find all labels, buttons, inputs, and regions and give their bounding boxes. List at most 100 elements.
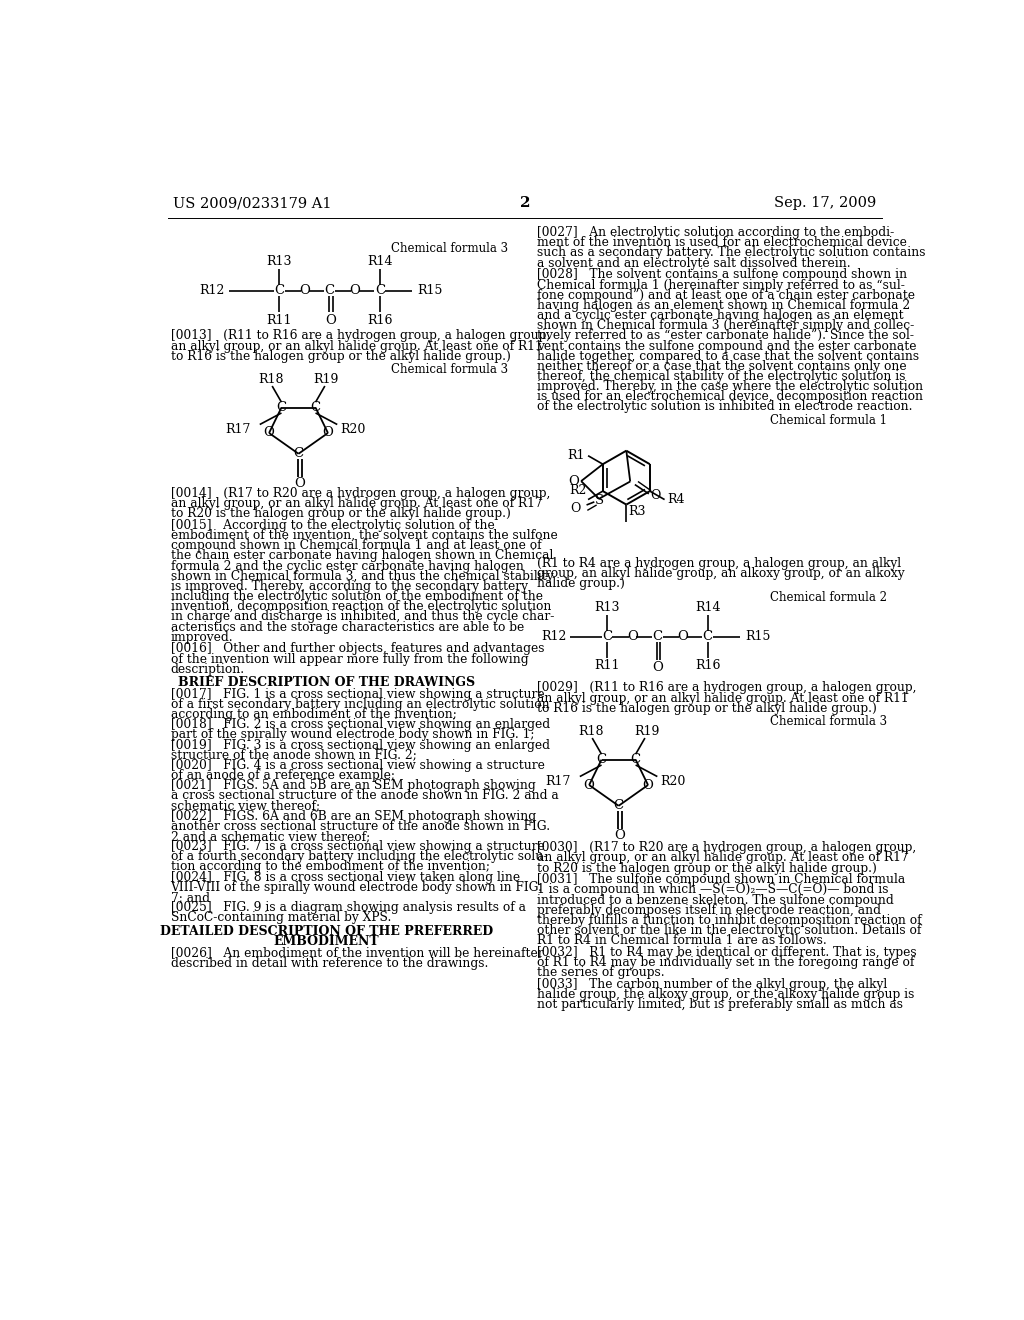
- Text: according to an embodiment of the invention;: according to an embodiment of the invent…: [171, 708, 457, 721]
- Text: US 2009/0233179 A1: US 2009/0233179 A1: [173, 197, 332, 210]
- Text: Chemical formula 3: Chemical formula 3: [390, 242, 508, 255]
- Text: Sep. 17, 2009: Sep. 17, 2009: [774, 197, 877, 210]
- Text: [0030]   (R17 to R20 are a hydrogen group, a halogen group,: [0030] (R17 to R20 are a hydrogen group,…: [538, 841, 916, 854]
- Text: neither thereof or a case that the solvent contains only one: neither thereof or a case that the solve…: [538, 360, 907, 372]
- Text: SnCoC-containing material by XPS.: SnCoC-containing material by XPS.: [171, 911, 391, 924]
- Text: part of the spirally wound electrode body shown in FIG. 1;: part of the spirally wound electrode bod…: [171, 729, 535, 742]
- Text: C: C: [602, 630, 612, 643]
- Text: R16: R16: [695, 660, 721, 672]
- Text: improved. Thereby, in the case where the electrolytic solution: improved. Thereby, in the case where the…: [538, 380, 924, 393]
- Text: R15: R15: [744, 630, 770, 643]
- Text: O: O: [570, 502, 581, 515]
- Text: 1 is a compound in which —S(=O)₂—S—C(=O)— bond is: 1 is a compound in which —S(=O)₂—S—C(=O)…: [538, 883, 889, 896]
- Text: improved.: improved.: [171, 631, 233, 644]
- Text: a solvent and an electrolyte salt dissolved therein.: a solvent and an electrolyte salt dissol…: [538, 256, 851, 269]
- Text: EMBODIMENT: EMBODIMENT: [273, 935, 379, 948]
- Text: other solvent or the like in the electrolytic solution. Details of: other solvent or the like in the electro…: [538, 924, 922, 937]
- Text: C: C: [375, 284, 385, 297]
- Text: embodiment of the invention, the solvent contains the sulfone: embodiment of the invention, the solvent…: [171, 529, 557, 543]
- Text: and a cyclic ester carbonate having halogen as an element: and a cyclic ester carbonate having halo…: [538, 309, 904, 322]
- Text: O: O: [323, 426, 334, 440]
- Text: shown in Chemical formula 3 (hereinafter simply and collec-: shown in Chemical formula 3 (hereinafter…: [538, 319, 914, 333]
- Text: to R16 is the halogen group or the alkyl halide group.): to R16 is the halogen group or the alkyl…: [171, 350, 511, 363]
- Text: [0024]   FIG. 8 is a cross sectional view taken along line: [0024] FIG. 8 is a cross sectional view …: [171, 871, 520, 883]
- Text: C: C: [596, 754, 606, 766]
- Text: O: O: [263, 426, 274, 440]
- Text: O: O: [643, 779, 653, 792]
- Text: [0016]   Other and further objects, features and advantages: [0016] Other and further objects, featur…: [171, 643, 544, 656]
- Text: invention, decomposition reaction of the electrolytic solution: invention, decomposition reaction of the…: [171, 601, 551, 614]
- Text: R17: R17: [225, 422, 251, 436]
- Text: C: C: [325, 284, 335, 297]
- Text: Chemical formula 2: Chemical formula 2: [770, 590, 888, 603]
- Text: of a first secondary battery including an electrolytic solution: of a first secondary battery including a…: [171, 698, 549, 711]
- Text: C: C: [310, 401, 321, 414]
- Text: the series of groups.: the series of groups.: [538, 966, 665, 979]
- Text: C: C: [702, 630, 713, 643]
- Text: C: C: [274, 284, 285, 297]
- Text: structure of the anode shown in FIG. 2;: structure of the anode shown in FIG. 2;: [171, 748, 417, 762]
- Text: R18: R18: [258, 374, 284, 387]
- Text: halide group.): halide group.): [538, 577, 625, 590]
- Text: thereby fulfills a function to inhibit decomposition reaction of: thereby fulfills a function to inhibit d…: [538, 913, 922, 927]
- Text: an alkyl group, or an alkyl halide group. At least one of R11: an alkyl group, or an alkyl halide group…: [171, 339, 543, 352]
- Text: O: O: [650, 488, 660, 502]
- Text: C: C: [652, 630, 663, 643]
- Text: schematic view thereof;: schematic view thereof;: [171, 800, 319, 813]
- Text: [0013]   (R11 to R16 are a hydrogen group, a halogen group,: [0013] (R11 to R16 are a hydrogen group,…: [171, 330, 550, 342]
- Text: in charge and discharge is inhibited, and thus the cycle char-: in charge and discharge is inhibited, an…: [171, 610, 554, 623]
- Text: C: C: [613, 800, 624, 812]
- Text: O: O: [614, 829, 625, 842]
- Text: (R1 to R4 are a hydrogen group, a halogen group, an alkyl: (R1 to R4 are a hydrogen group, a haloge…: [538, 557, 901, 570]
- Text: a cross sectional structure of the anode shown in FIG. 2 and a: a cross sectional structure of the anode…: [171, 789, 558, 803]
- Text: Chemical formula 3: Chemical formula 3: [770, 715, 888, 727]
- Text: [0019]   FIG. 3 is a cross sectional view showing an enlarged: [0019] FIG. 3 is a cross sectional view …: [171, 738, 550, 751]
- Text: O: O: [299, 284, 310, 297]
- Text: formula 2 and the cyclic ester carbonate having halogen: formula 2 and the cyclic ester carbonate…: [171, 560, 523, 573]
- Text: R15: R15: [417, 284, 442, 297]
- Text: [0026]   An embodiment of the invention will be hereinafter: [0026] An embodiment of the invention wi…: [171, 946, 544, 960]
- Text: tively referred to as “ester carbonate halide”). Since the sol-: tively referred to as “ester carbonate h…: [538, 330, 914, 342]
- Text: R20: R20: [660, 775, 686, 788]
- Text: R11: R11: [594, 660, 620, 672]
- Text: [0028]   The solvent contains a sulfone compound shown in: [0028] The solvent contains a sulfone co…: [538, 268, 907, 281]
- Text: Chemical formula 1 (hereinafter simply referred to as “sul-: Chemical formula 1 (hereinafter simply r…: [538, 279, 905, 292]
- Text: [0022]   FIGS. 6A and 6B are an SEM photograph showing: [0022] FIGS. 6A and 6B are an SEM photog…: [171, 809, 536, 822]
- Text: ment of the invention is used for an electrochemical device: ment of the invention is used for an ele…: [538, 236, 907, 249]
- Text: an alkyl group, or an alkyl halide group. At least one of R11: an alkyl group, or an alkyl halide group…: [538, 692, 909, 705]
- Text: of R1 to R4 may be individually set in the foregoing range of: of R1 to R4 may be individually set in t…: [538, 956, 914, 969]
- Text: [0014]   (R17 to R20 are a hydrogen group, a halogen group,: [0014] (R17 to R20 are a hydrogen group,…: [171, 487, 550, 500]
- Text: R16: R16: [368, 314, 392, 326]
- Text: tion according to the embodiment of the invention;: tion according to the embodiment of the …: [171, 861, 489, 874]
- Text: R11: R11: [266, 314, 292, 326]
- Text: R12: R12: [200, 284, 225, 297]
- Text: [0033]   The carbon number of the alkyl group, the alkyl: [0033] The carbon number of the alkyl gr…: [538, 978, 888, 991]
- Text: compound shown in Chemical formula 1 and at least one of: compound shown in Chemical formula 1 and…: [171, 540, 542, 552]
- Text: described in detail with reference to the drawings.: described in detail with reference to th…: [171, 957, 488, 970]
- Text: 2: 2: [519, 197, 530, 210]
- Text: O: O: [325, 314, 336, 326]
- Text: to R20 is the halogen group or the alkyl halide group.): to R20 is the halogen group or the alkyl…: [171, 507, 511, 520]
- Text: VIII-VIII of the spirally wound electrode body shown in FIG.: VIII-VIII of the spirally wound electrod…: [171, 880, 543, 894]
- Text: [0020]   FIG. 4 is a cross sectional view showing a structure: [0020] FIG. 4 is a cross sectional view …: [171, 759, 545, 772]
- Text: an alkyl group, or an alkyl halide group. At least one of R17: an alkyl group, or an alkyl halide group…: [171, 498, 543, 510]
- Text: 7; and: 7; and: [171, 891, 210, 904]
- Text: [0017]   FIG. 1 is a cross sectional view showing a structure: [0017] FIG. 1 is a cross sectional view …: [171, 688, 544, 701]
- Text: O: O: [652, 661, 664, 675]
- Text: R12: R12: [542, 630, 566, 643]
- Text: [0027]   An electrolytic solution according to the embodi-: [0027] An electrolytic solution accordin…: [538, 226, 894, 239]
- Text: 2 and a schematic view thereof;: 2 and a schematic view thereof;: [171, 830, 370, 843]
- Text: of the invention will appear more fully from the following: of the invention will appear more fully …: [171, 652, 528, 665]
- Text: an alkyl group, or an alkyl halide group. At least one of R17: an alkyl group, or an alkyl halide group…: [538, 851, 909, 865]
- Text: O: O: [294, 477, 305, 490]
- Text: S: S: [595, 494, 604, 507]
- Text: O: O: [349, 284, 360, 297]
- Text: vent contains the sulfone compound and the ester carbonate: vent contains the sulfone compound and t…: [538, 339, 916, 352]
- Text: group, an alkyl halide group, an alkoxy group, or an alkoxy: group, an alkyl halide group, an alkoxy …: [538, 568, 905, 579]
- Text: [0015]   According to the electrolytic solution of the: [0015] According to the electrolytic sol…: [171, 519, 495, 532]
- Text: R17: R17: [545, 775, 570, 788]
- Text: C: C: [276, 401, 287, 414]
- Text: halide together, compared to a case that the solvent contains: halide together, compared to a case that…: [538, 350, 920, 363]
- Text: [0023]   FIG. 7 is a cross sectional view showing a structure: [0023] FIG. 7 is a cross sectional view …: [171, 840, 545, 853]
- Text: R1 to R4 in Chemical formula 1 are as follows.: R1 to R4 in Chemical formula 1 are as fo…: [538, 935, 827, 948]
